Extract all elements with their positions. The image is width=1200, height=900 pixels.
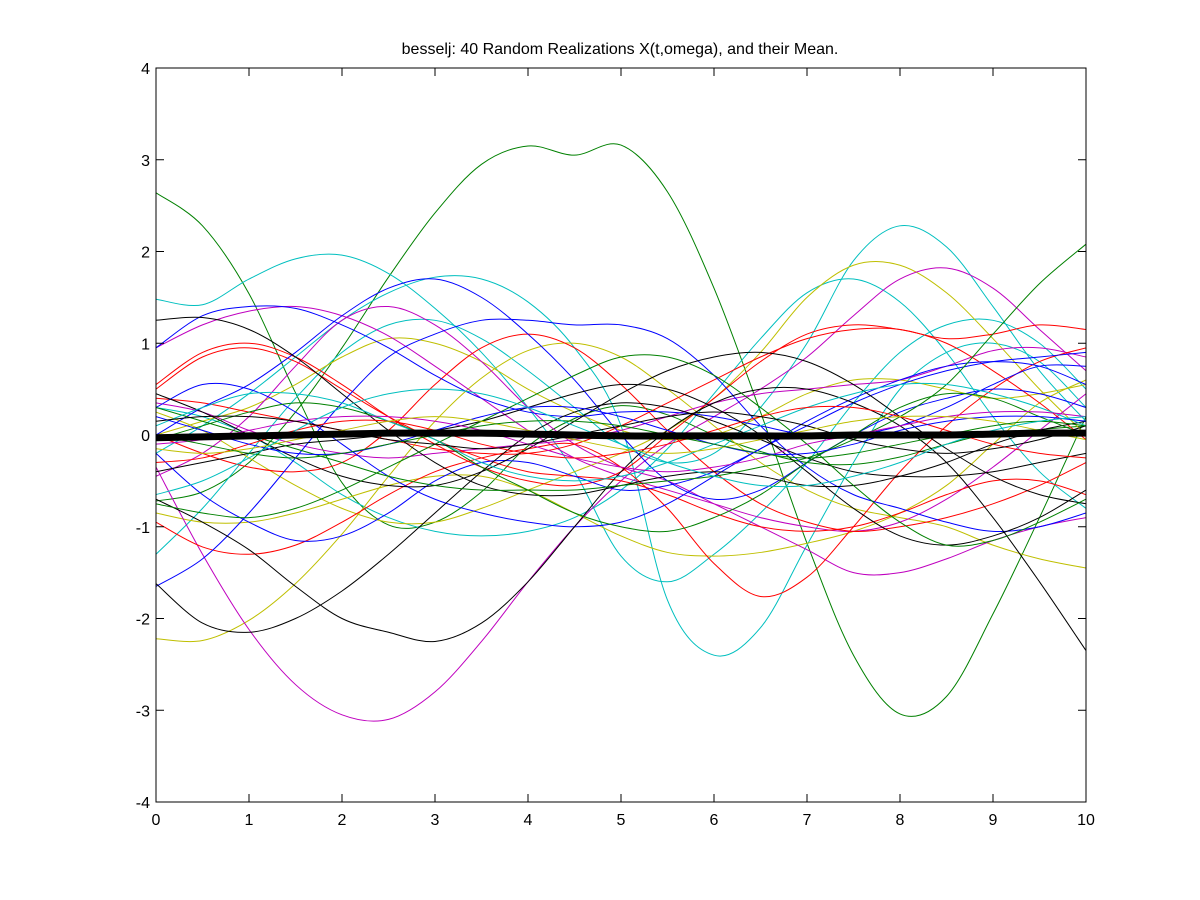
plot-area: 0 1 2 3 4 5 6 7 8 9 10 -4 -3 -2 -1 0 1 2 3 4 [136, 61, 1095, 829]
y-tick-label: -3 [136, 703, 150, 720]
y-tick-label: 2 [141, 245, 150, 262]
realization-line-29 [156, 383, 1086, 546]
realization-line-36 [156, 405, 1086, 455]
series-layer [156, 143, 1086, 722]
y-tick-label: 3 [141, 153, 150, 170]
x-tick-label: 7 [803, 812, 812, 829]
realization-line-31 [156, 243, 1086, 491]
realization-line-24 [156, 361, 1086, 542]
x-axis: 0 1 2 3 4 5 6 7 8 9 10 [152, 68, 1095, 829]
y-axis: -4 -3 -2 -1 0 1 2 3 4 [136, 61, 1086, 812]
x-tick-label: 2 [338, 812, 347, 829]
x-tick-label: 3 [431, 812, 440, 829]
realization-line-16 [156, 347, 1086, 598]
y-tick-label: 1 [141, 336, 150, 353]
realization-line-1 [156, 192, 1086, 529]
mean-line [156, 429, 1086, 442]
realization-line-8 [156, 261, 1086, 525]
realization-line-30 [156, 354, 1086, 547]
realization-line-34 [156, 410, 1086, 473]
realization-line-33 [156, 382, 1086, 482]
x-tick-label: 6 [710, 812, 719, 829]
realization-line-2 [156, 143, 1086, 717]
realization-line-14 [156, 346, 1086, 459]
realization-line-7 [156, 342, 1086, 643]
realization-line-6 [156, 278, 1086, 537]
realization-line-32 [156, 392, 1086, 533]
realization-line-26 [156, 402, 1086, 633]
x-tick-label: 10 [1077, 812, 1095, 829]
realization-line-27 [156, 386, 1086, 651]
x-tick-label: 0 [152, 812, 161, 829]
x-tick-label: 9 [989, 812, 998, 829]
x-tick-label: 8 [896, 812, 905, 829]
x-tick-label: 4 [524, 812, 533, 829]
realization-line-35 [156, 405, 1086, 464]
realization-line-15 [156, 347, 1086, 532]
y-tick-label: -2 [136, 612, 150, 629]
y-tick-label: 0 [141, 428, 150, 445]
mean-layer [156, 429, 1086, 442]
realization-line-40 [156, 388, 1086, 496]
realization-line-20 [156, 305, 1086, 437]
y-tick-label: -4 [136, 795, 150, 812]
y-tick-label: -1 [136, 520, 150, 537]
realization-line-9 [156, 379, 1086, 557]
x-tick-label: 5 [617, 812, 626, 829]
y-tick-label: 4 [141, 61, 150, 78]
realization-line-13 [156, 306, 1086, 576]
realization-line-11 [156, 267, 1086, 722]
chart-title: besselj: 40 Random Realizations X(t,omeg… [402, 41, 839, 58]
x-tick-label: 1 [245, 812, 254, 829]
realization-line-23 [156, 351, 1086, 528]
realization-line-28 [156, 351, 1086, 505]
